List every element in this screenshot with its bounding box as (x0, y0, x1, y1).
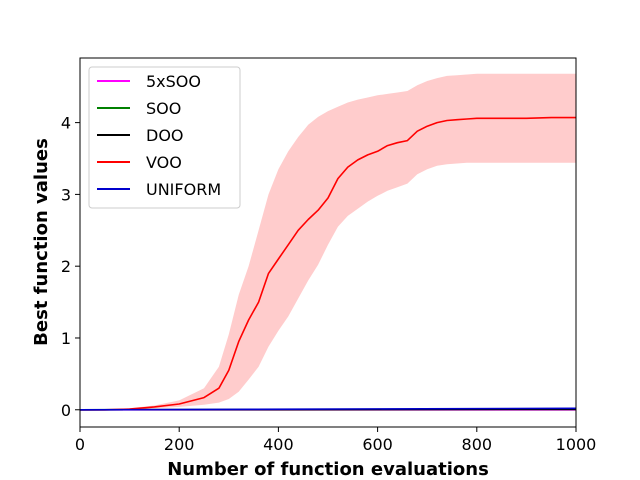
plot-frame (79, 57, 577, 428)
legend-label-doo: DOO (146, 126, 184, 145)
x-axis-label: Number of function evaluations (167, 459, 489, 480)
voo-line (80, 116, 576, 411)
legend-label-voo: VOO (146, 153, 182, 172)
legend: 5xSOO SOO DOO VOO UNIFORM (88, 66, 241, 209)
x-tick-label: 800 (462, 435, 493, 454)
y-tick-label: 4 (61, 114, 71, 133)
y-axis-label: Best function values (31, 138, 52, 346)
legend-label-5xsoo: 5xSOO (146, 72, 201, 91)
x-tick-label: 400 (263, 435, 294, 454)
x-tick-label: 0 (75, 435, 85, 454)
y-axis-ticks: 0 1 2 3 4 (61, 114, 80, 420)
x-tick-label: 200 (164, 435, 195, 454)
y-tick-label: 1 (61, 329, 71, 348)
legend-label-uniform: UNIFORM (146, 180, 221, 199)
y-tick-label: 0 (61, 401, 71, 420)
series-lines (79, 116, 577, 411)
y-tick-label: 3 (61, 185, 71, 204)
x-axis-ticks: 0 200 400 600 800 1000 (75, 427, 596, 454)
voo-band (80, 73, 576, 410)
x-tick-label: 1000 (556, 435, 597, 454)
legend-label-soo: SOO (146, 99, 181, 118)
x-tick-label: 600 (362, 435, 393, 454)
confidence-bands (80, 73, 576, 410)
uniform-line (79, 407, 577, 411)
y-tick-label: 2 (61, 257, 71, 276)
legend-box (88, 66, 241, 209)
